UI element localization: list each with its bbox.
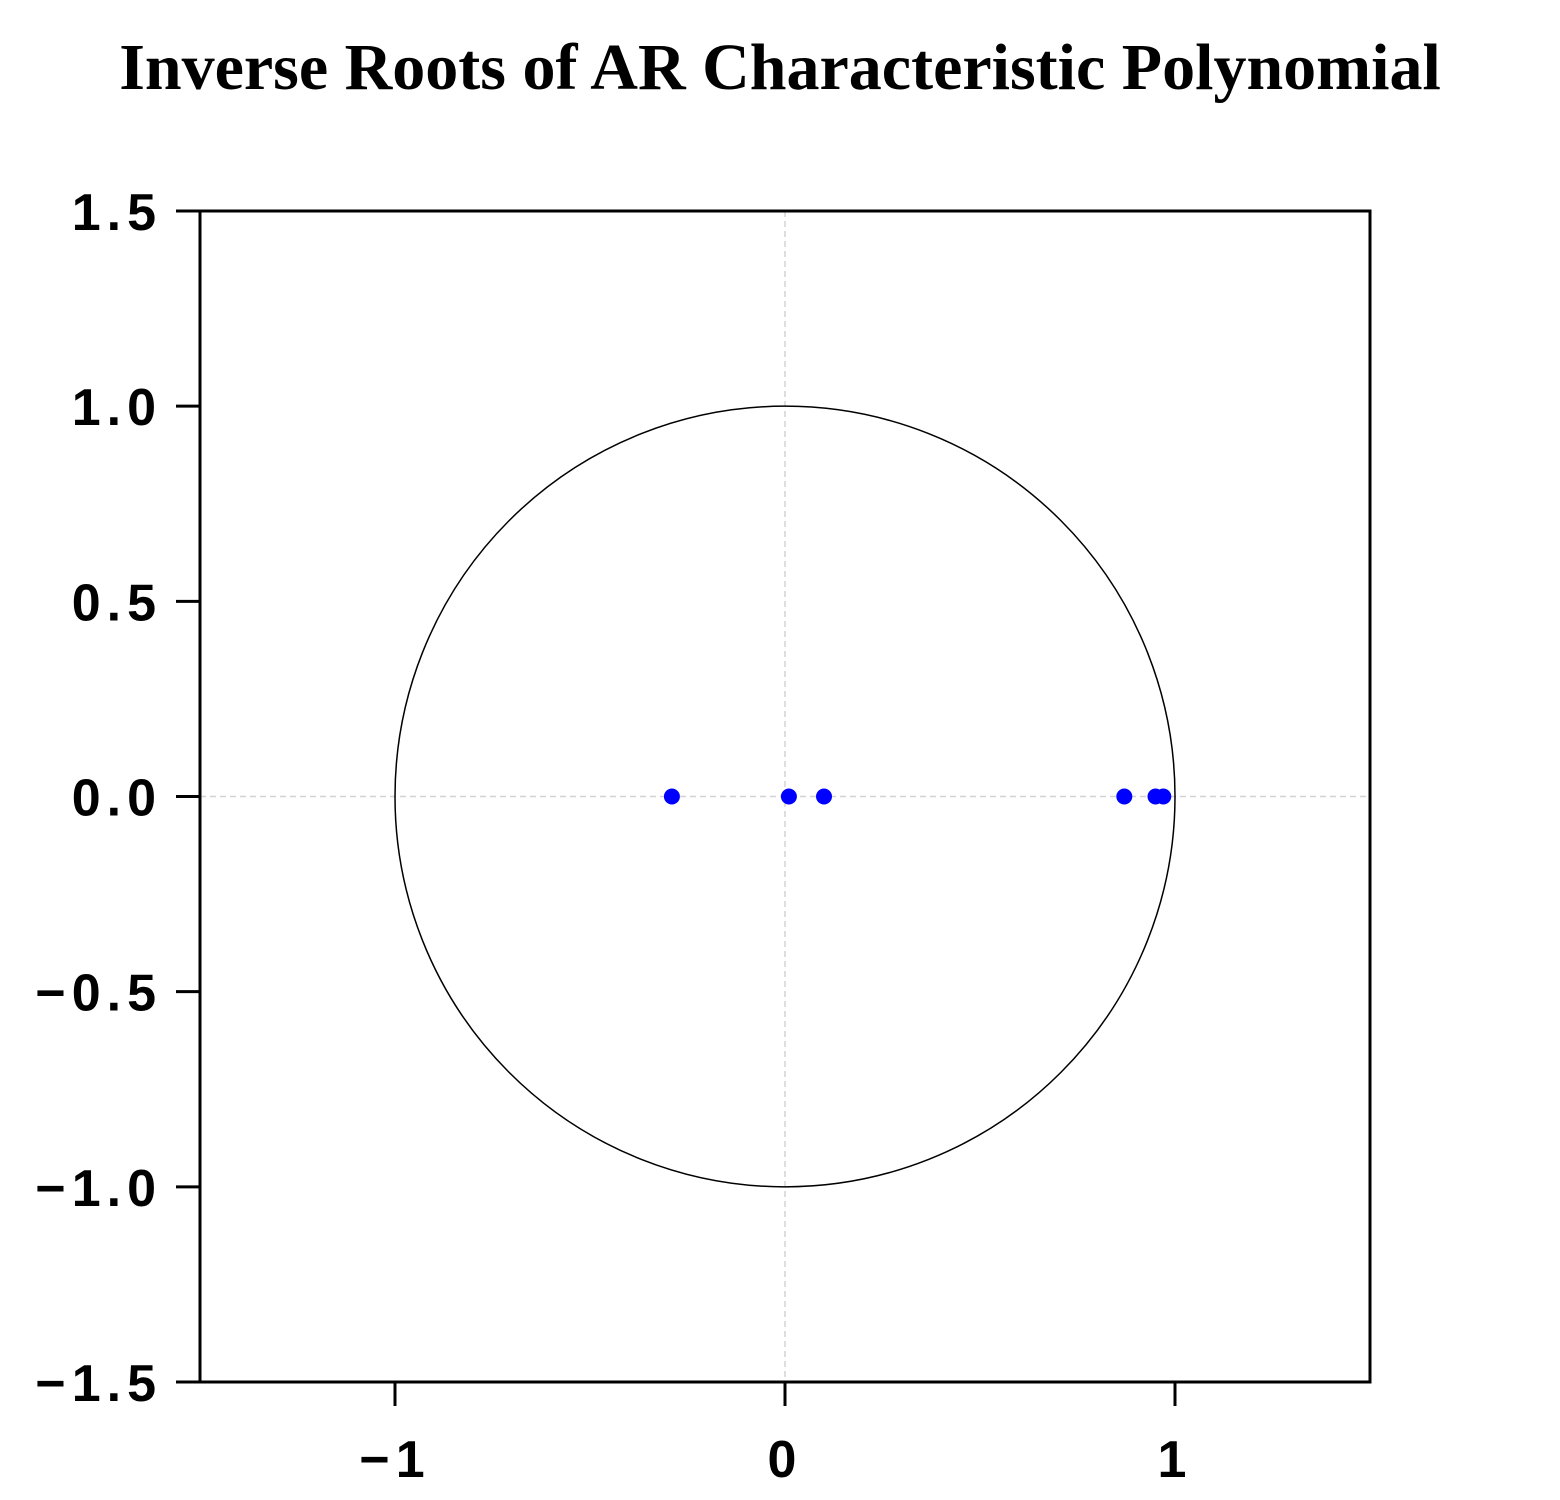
x-tick-label: 0 (768, 1431, 803, 1489)
x-tick-label: 1 (1158, 1431, 1193, 1489)
y-tick-label: 1.0 (72, 379, 162, 437)
y-tick-label: 1.5 (72, 184, 162, 242)
root-point (663, 788, 680, 805)
unit-circle (394, 405, 1176, 1188)
y-tick-label: −1.0 (35, 1160, 162, 1218)
y-tick-label: −0.5 (35, 965, 162, 1023)
root-point (780, 788, 797, 805)
root-point (1116, 788, 1133, 805)
y-tick-label: 0.5 (72, 574, 162, 632)
y-tick-label: −1.5 (35, 1355, 162, 1413)
root-point (816, 788, 832, 805)
x-tick-label: −1 (359, 1431, 430, 1489)
y-tick-label: 0.0 (72, 770, 162, 828)
root-point (1155, 788, 1172, 805)
chart-title: Inverse Roots of AR Characteristic Polyn… (119, 31, 1441, 104)
